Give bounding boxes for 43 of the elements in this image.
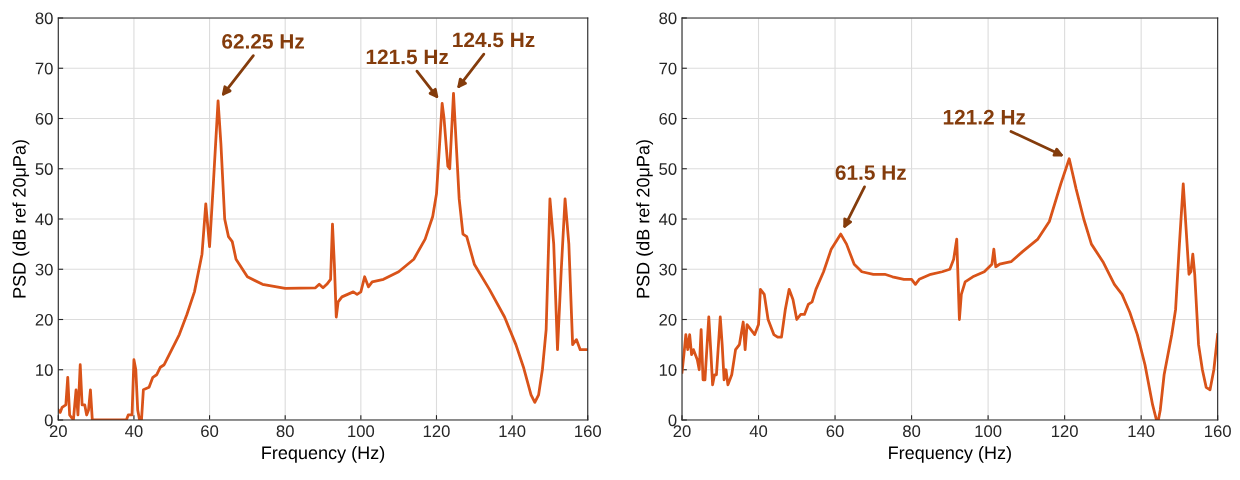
annotation: 124.5 Hz	[453, 32, 535, 48]
x-axis-title: Frequency (Hz)	[889, 445, 1011, 463]
y-tick-label: 10	[36, 364, 53, 376]
y-tick-label: 40	[35, 213, 53, 226]
x-tick-label: 20	[49, 425, 67, 438]
x-tick-label: 100	[348, 425, 375, 438]
annotation: 61.5 Hz	[835, 165, 906, 180]
y-tick-label: 0	[44, 414, 53, 427]
y-tick-label: 10	[659, 364, 677, 376]
annotation: 121.2 Hz	[943, 109, 1026, 125]
annotation: 62.25 Hz	[222, 34, 305, 49]
x-tick-label: 60	[201, 425, 219, 438]
y-tick-label: 50	[35, 163, 53, 175]
x-tick-label: 60	[826, 425, 844, 438]
y-tick-label: 70	[659, 62, 677, 75]
x-axis-title: Frequency (Hz)	[262, 445, 385, 463]
x-tick-label: 100	[975, 425, 1002, 438]
y-axis-title: PSD (dB ref 20μPa)	[636, 140, 654, 298]
y-tick-label: 50	[659, 163, 677, 175]
y-tick-label: 40	[658, 213, 677, 226]
y-tick-label: 20	[659, 313, 677, 326]
y-tick-label: 70	[35, 62, 53, 75]
x-tick-label: 160	[1205, 425, 1231, 438]
x-tick-label: 120	[1052, 425, 1078, 438]
y-tick-label: 30	[35, 263, 53, 276]
annotation: 121.5 Hz	[366, 49, 449, 65]
x-tick-label: 120	[423, 425, 450, 438]
x-tick-label: 140	[1128, 425, 1155, 438]
y-tick-label: 0	[668, 414, 677, 427]
x-tick-label: 80	[903, 425, 921, 438]
x-tick-label: 40	[749, 425, 768, 438]
y-tick-label: 80	[35, 12, 53, 25]
x-tick-label: 140	[499, 425, 526, 438]
x-tick-label: 40	[125, 425, 143, 438]
x-tick-label: 20	[673, 425, 691, 438]
y-tick-label: 30	[659, 263, 677, 276]
y-tick-label: 20	[35, 313, 53, 326]
y-tick-label: 80	[659, 12, 677, 25]
y-tick-label: 60	[659, 112, 677, 125]
x-tick-label: 160	[575, 425, 602, 438]
y-axis-title: PSD (dB ref 20μPa)	[12, 140, 30, 298]
y-tick-label: 60	[35, 112, 53, 125]
x-tick-label: 80	[276, 425, 294, 438]
